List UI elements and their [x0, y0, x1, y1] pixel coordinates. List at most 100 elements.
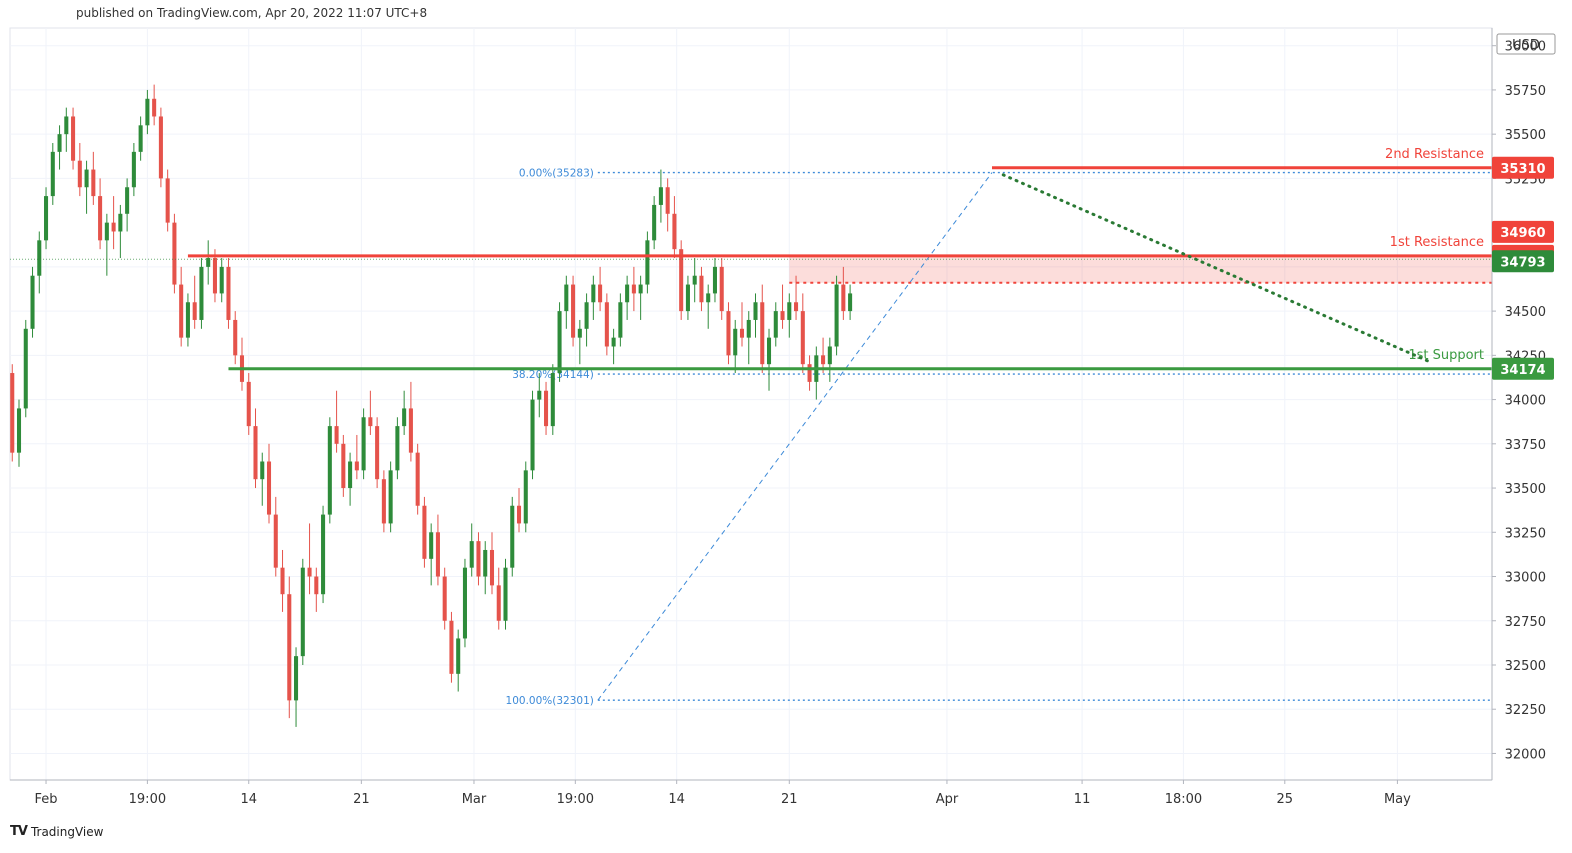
candle-down — [476, 541, 481, 577]
candle-down — [152, 98, 157, 117]
candle-up — [523, 470, 528, 524]
candle-down — [699, 275, 704, 303]
candle-up — [625, 284, 630, 303]
level-price-label: 34174 — [1500, 363, 1545, 378]
candle-up — [327, 426, 332, 515]
candle-up — [462, 567, 467, 639]
x-tick-label: 11 — [1074, 792, 1091, 807]
candle-down — [98, 196, 103, 241]
candle-down — [172, 222, 177, 285]
resistance-zone-fill — [789, 255, 1492, 283]
candle-up — [557, 311, 562, 374]
candle-down — [571, 284, 576, 338]
candle-down — [726, 311, 731, 356]
candle-down — [598, 284, 603, 303]
candle-down — [246, 381, 251, 427]
candle-up — [125, 187, 130, 214]
candle-up — [300, 567, 305, 657]
candle-down — [544, 390, 549, 427]
candle-up — [773, 311, 778, 338]
candle-down — [516, 505, 522, 524]
candle-down — [672, 213, 677, 250]
fib-level-label: 100.00%(32301) — [506, 695, 594, 707]
candle-down — [489, 549, 495, 586]
candle-up — [206, 258, 211, 267]
x-tick-label: Mar — [462, 792, 487, 807]
candle-up — [131, 151, 136, 188]
y-tick-label: 35750 — [1505, 84, 1546, 99]
candle-down — [821, 355, 826, 365]
candle-up — [834, 284, 839, 347]
y-tick-label: 32750 — [1505, 615, 1546, 630]
candle-up — [219, 266, 224, 294]
fib-anchor-line — [597, 172, 993, 701]
x-tick-label: 25 — [1277, 792, 1294, 807]
candle-down — [287, 594, 292, 701]
candle-down — [679, 249, 684, 312]
candle-up — [16, 408, 22, 453]
publish-info: published on TradingView.com, Apr 20, 20… — [76, 6, 428, 20]
candle-up — [50, 151, 55, 197]
candle-up — [848, 293, 853, 312]
candle-down — [212, 258, 217, 294]
footer-brand: TradingView — [30, 824, 104, 839]
candle-down — [449, 620, 454, 674]
candle-up — [537, 390, 542, 400]
candle-down — [415, 452, 420, 506]
candle-up — [118, 213, 123, 232]
zone-top-label: 34960 — [1500, 226, 1545, 241]
candle-down — [307, 567, 312, 577]
candle-up — [64, 116, 69, 135]
candle-down — [780, 311, 785, 320]
y-tick-label: 32250 — [1505, 703, 1546, 718]
candle-up — [530, 399, 535, 471]
level-name-label: 1st Support — [1408, 348, 1484, 363]
candle-down — [760, 302, 765, 365]
y-tick-label: 33500 — [1505, 482, 1546, 497]
candle-up — [766, 337, 772, 365]
candle-up — [550, 373, 555, 427]
last-price-badge — [1492, 250, 1554, 273]
candle-down — [354, 461, 359, 471]
candle-up — [402, 408, 407, 427]
tradingview-logo-icon: TV — [10, 824, 28, 839]
candle-down — [719, 266, 724, 312]
fib-level-label: 0.00%(35283) — [519, 168, 594, 180]
candle-up — [510, 505, 515, 568]
candle-down — [422, 505, 427, 559]
candle-down — [368, 417, 373, 427]
candle-up — [37, 240, 42, 276]
downtrend-line — [1001, 173, 1433, 364]
fibonacci-retracement: 0.00%(35283)38.20%(34144)100.00%(32301) — [506, 168, 1492, 707]
footer: TV TradingView — [10, 824, 103, 839]
candle-up — [84, 169, 89, 188]
candle-up — [685, 284, 690, 312]
level-price-label: 35310 — [1500, 162, 1545, 177]
price-labels: 3531034812341743496034793 — [1492, 156, 1554, 380]
candle-down — [841, 284, 846, 312]
plot-area — [9, 27, 1493, 781]
x-tick-label: 19:00 — [557, 792, 594, 807]
candle-down — [158, 116, 163, 179]
y-tick-label: 33750 — [1505, 438, 1546, 453]
y-tick-label: 34000 — [1505, 394, 1546, 409]
trendline — [1001, 173, 1433, 364]
candle-down — [739, 328, 745, 338]
candle-down — [179, 284, 184, 338]
candle-down — [334, 426, 339, 444]
candle-down — [253, 426, 258, 480]
candle-up — [145, 98, 150, 126]
currency-box — [1496, 33, 1556, 55]
candle-down — [280, 567, 285, 595]
candle-down — [111, 222, 116, 232]
candle-up — [733, 328, 738, 356]
x-tick-label: 19:00 — [129, 792, 166, 807]
candle-up — [712, 266, 717, 294]
candle-down — [375, 426, 380, 480]
candle-down — [266, 461, 272, 515]
last-price-label: 34793 — [1500, 255, 1545, 270]
candle-up — [30, 275, 35, 329]
support-resistance-levels: 2nd Resistance 1st Resistance 1st Support — [10, 147, 1492, 371]
candle-down — [192, 302, 197, 320]
